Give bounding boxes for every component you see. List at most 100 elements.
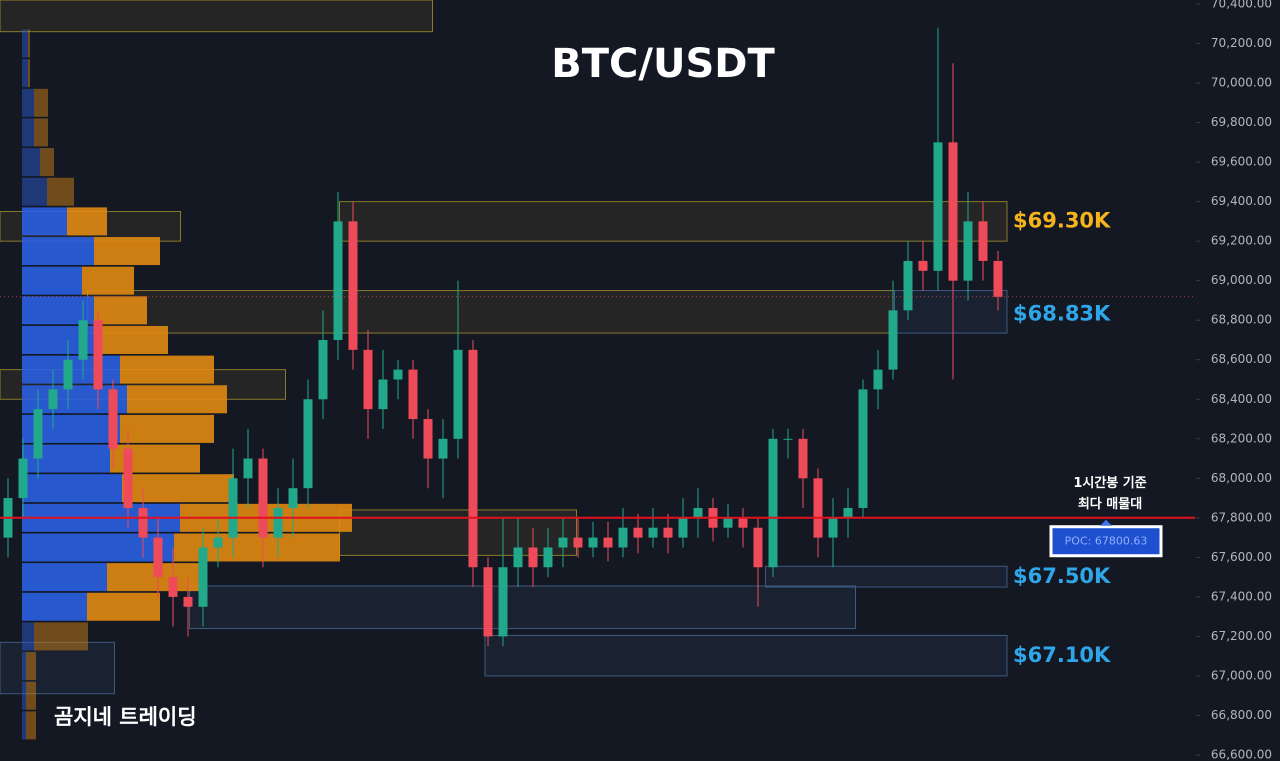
candle-body: [588, 537, 598, 548]
y-tick-label: 66,600.00: [1211, 748, 1272, 761]
profile-sell: [100, 325, 168, 354]
y-tick-label: 68,800.00: [1211, 313, 1272, 327]
candle-body: [33, 409, 43, 459]
candle-body: [108, 389, 118, 449]
profile-buy: [22, 592, 87, 621]
candle-body: [828, 517, 838, 538]
y-tick-label: 70,400.00: [1211, 0, 1272, 11]
zone-price-label: $67.10K: [1013, 643, 1111, 667]
profile-buy: [22, 533, 174, 562]
candle-body: [288, 488, 298, 508]
candle-body: [858, 389, 868, 508]
candle-body: [18, 458, 28, 499]
profile-buy: [22, 681, 26, 710]
y-tick-label: 69,000.00: [1211, 273, 1272, 287]
y-tick-label: 67,400.00: [1211, 589, 1272, 603]
candle-body: [993, 260, 1003, 297]
candle-body: [813, 478, 823, 538]
candle-body: [843, 507, 853, 518]
candle-body: [123, 448, 133, 508]
profile-sell: [34, 118, 48, 147]
zone: [339, 201, 1008, 242]
candle-body: [498, 567, 508, 637]
candle-body: [528, 547, 538, 568]
y-tick-label: 68,000.00: [1211, 471, 1272, 485]
zone: [0, 0, 433, 33]
zone-price-label: $68.83K: [1013, 301, 1111, 325]
candle-body: [738, 517, 748, 528]
candle-body: [618, 527, 628, 548]
volume-profile: [22, 29, 352, 740]
y-tick-label: 70,200.00: [1211, 36, 1272, 50]
zone: [894, 290, 1008, 334]
candle-body: [333, 221, 343, 340]
profile-buy: [22, 622, 34, 651]
annotation: 최다 매물대: [1078, 496, 1142, 512]
candle-body: [348, 221, 358, 350]
candle-body: [483, 567, 493, 637]
candle-body: [228, 478, 238, 538]
y-tick-label: 68,600.00: [1211, 352, 1272, 366]
profile-sell: [122, 474, 234, 503]
y-tick-label: 67,200.00: [1211, 629, 1272, 643]
profile-buy: [22, 711, 26, 740]
candle-body: [468, 349, 478, 568]
annotation: 1시간봉 기준: [1073, 475, 1146, 491]
candle-body: [678, 517, 688, 538]
candle-body: [273, 507, 283, 538]
candle-body: [978, 221, 988, 261]
candle-body: [513, 547, 523, 568]
profile-buy: [22, 266, 82, 295]
candle-body: [963, 221, 973, 281]
profile-buy: [22, 59, 28, 88]
profile-sell: [94, 296, 147, 325]
profile-buy: [22, 177, 47, 206]
profile-buy: [22, 296, 94, 325]
profile-buy: [22, 325, 100, 354]
candle-body: [93, 320, 103, 390]
zone: [0, 641, 115, 695]
candle-body: [138, 507, 148, 538]
profile-sell: [120, 355, 214, 384]
candle-body: [393, 369, 403, 380]
candle-body: [918, 260, 928, 271]
profile-buy: [22, 474, 122, 503]
candle-body: [318, 339, 328, 400]
profile-sell: [34, 622, 88, 651]
candle-body: [633, 527, 643, 538]
y-tick-label: 69,600.00: [1211, 155, 1272, 169]
candle-body: [723, 517, 733, 528]
y-tick-label: 70,000.00: [1211, 76, 1272, 90]
candle-body: [303, 399, 313, 489]
profile-buy: [22, 88, 34, 117]
candle-body: [78, 320, 88, 360]
candle-body: [543, 547, 553, 568]
zone-price-label: $67.50K: [1013, 564, 1111, 588]
candle-body: [198, 547, 208, 607]
candle-body: [888, 310, 898, 370]
zone: [189, 585, 856, 630]
y-tick-label: 67,000.00: [1211, 668, 1272, 682]
candle-body: [663, 527, 673, 538]
candle-body: [378, 379, 388, 410]
poc-pointer: [1100, 519, 1112, 526]
profile-sell: [87, 592, 160, 621]
candle-body: [693, 507, 703, 518]
candle-body: [768, 438, 778, 568]
profile-buy: [22, 563, 107, 592]
profile-sell: [26, 711, 36, 740]
candle-body: [183, 596, 193, 607]
candle-body: [558, 537, 568, 548]
candle-body: [603, 537, 613, 548]
candle-body: [648, 527, 658, 538]
profile-sell: [28, 29, 30, 58]
candles: [3, 27, 1003, 647]
candle-body: [168, 577, 178, 597]
candle-body: [573, 537, 583, 548]
candle-body: [753, 527, 763, 568]
profile-sell: [28, 59, 30, 88]
candle-body: [213, 537, 223, 548]
profile-sell: [40, 148, 54, 177]
candle-body: [63, 359, 73, 390]
candle-body: [408, 369, 418, 420]
